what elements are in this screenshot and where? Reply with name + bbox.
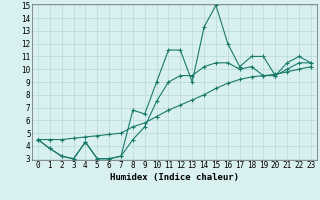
X-axis label: Humidex (Indice chaleur): Humidex (Indice chaleur)	[110, 173, 239, 182]
